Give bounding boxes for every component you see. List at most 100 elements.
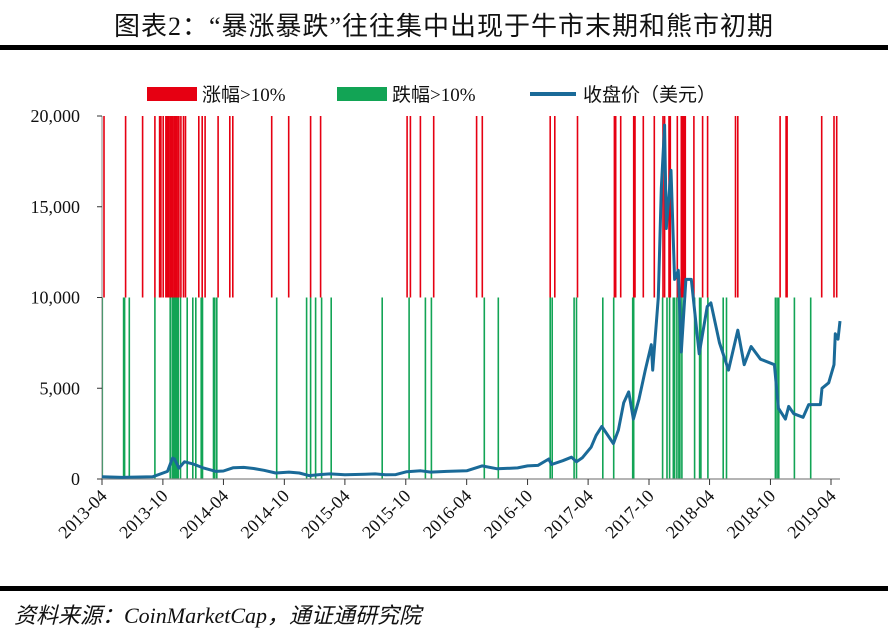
fall-bar bbox=[678, 297, 680, 479]
fall-bar bbox=[602, 297, 604, 479]
fall-bar bbox=[123, 297, 126, 479]
fall-bar bbox=[661, 297, 664, 479]
rise-bar bbox=[549, 116, 551, 298]
rise-bar bbox=[701, 116, 704, 298]
fall-bar bbox=[666, 297, 668, 479]
rise-bar bbox=[786, 116, 788, 298]
fall-bar bbox=[668, 297, 671, 479]
fall-bar bbox=[212, 297, 215, 479]
source-note: 资料来源：CoinMarketCap，通证通研究院 bbox=[14, 603, 421, 628]
top-rule bbox=[0, 45, 888, 50]
rise-bar bbox=[160, 116, 162, 298]
rise-bar bbox=[662, 116, 664, 298]
x-tick-label: 2017-04 bbox=[540, 486, 597, 543]
fall-bar bbox=[497, 297, 500, 479]
fall-bar bbox=[214, 297, 216, 479]
rise-bar bbox=[432, 116, 435, 298]
rise-bar bbox=[613, 116, 616, 298]
rise-bar bbox=[217, 116, 219, 298]
rise-bar bbox=[419, 116, 422, 298]
fall-bar bbox=[172, 297, 174, 479]
rise-bar bbox=[229, 116, 231, 298]
fall-bar bbox=[122, 297, 125, 479]
rise-bar bbox=[174, 116, 176, 298]
fall-bar bbox=[793, 297, 796, 479]
rise-bar bbox=[653, 116, 656, 298]
fall-bar bbox=[192, 297, 194, 479]
rise-bar bbox=[167, 116, 170, 298]
rise-bar bbox=[734, 116, 737, 298]
rise-bar bbox=[642, 116, 645, 298]
fall-bar bbox=[707, 297, 709, 479]
rise-bar bbox=[158, 116, 161, 298]
x-tick-label: 2015-04 bbox=[297, 486, 354, 543]
y-tick-label: 15,000 bbox=[31, 197, 81, 217]
fall-bar bbox=[173, 297, 175, 479]
y-axis: 0 5,000 10,000 15,000 20,000 bbox=[31, 106, 102, 489]
rise-bar bbox=[835, 116, 838, 298]
y-tick-label: 0 bbox=[71, 469, 80, 489]
rise-bars bbox=[103, 116, 838, 298]
rise-bar bbox=[124, 116, 127, 298]
fall-bar bbox=[330, 297, 332, 479]
fall-bar bbox=[632, 297, 635, 479]
fall-bar bbox=[200, 297, 202, 479]
rise-bar bbox=[319, 116, 322, 298]
rise-bar bbox=[706, 116, 709, 298]
rise-bar bbox=[287, 116, 290, 298]
rise-bar bbox=[141, 116, 144, 298]
rise-bar bbox=[683, 116, 686, 298]
fall-bar bbox=[177, 297, 179, 479]
price-line bbox=[101, 123, 842, 479]
y-tick-label: 10,000 bbox=[31, 288, 81, 308]
fall-bar bbox=[631, 297, 634, 479]
rise-bar bbox=[178, 116, 180, 298]
fall-bar bbox=[551, 297, 553, 479]
fall-bar bbox=[722, 297, 724, 479]
fall-bar bbox=[549, 297, 551, 479]
fall-bar bbox=[176, 297, 178, 479]
fall-bar bbox=[778, 297, 780, 479]
fall-bar bbox=[186, 297, 188, 479]
fall-bar bbox=[679, 297, 681, 479]
rise-bar bbox=[614, 116, 617, 298]
rise-bar bbox=[833, 116, 835, 298]
rise-bar bbox=[779, 116, 781, 298]
chart: 涨幅>10% 跌幅>10% 收盘价（美元） 0 5,000 10,000 15,000… bbox=[31, 84, 842, 543]
fall-bar bbox=[700, 297, 702, 479]
fall-bar bbox=[408, 297, 410, 479]
rise-bar bbox=[632, 116, 635, 298]
rise-bar bbox=[103, 116, 105, 298]
fall-bar bbox=[681, 297, 683, 479]
fall-bar bbox=[673, 297, 676, 479]
rise-bar bbox=[684, 116, 687, 298]
fall-bar bbox=[201, 297, 204, 479]
rise-bar bbox=[198, 116, 200, 298]
fall-bar bbox=[275, 297, 278, 479]
fall-bar bbox=[672, 297, 675, 479]
rise-bar bbox=[785, 116, 787, 298]
x-tick-label: 2016-04 bbox=[419, 486, 476, 543]
fall-bar bbox=[169, 297, 171, 479]
y-tick-label: 5,000 bbox=[40, 378, 81, 398]
x-tick-label: 2019-04 bbox=[783, 486, 840, 543]
rise-bar bbox=[171, 116, 174, 298]
fall-bar bbox=[174, 297, 176, 479]
fall-bar bbox=[171, 297, 173, 479]
rise-bar bbox=[204, 116, 206, 298]
legend: 涨幅>10% 跌幅>10% 收盘价（美元） bbox=[147, 84, 716, 106]
x-tick-label: 2014-10 bbox=[237, 486, 294, 543]
rise-bar bbox=[232, 116, 234, 298]
bottom-rule bbox=[0, 586, 888, 591]
fall-bar bbox=[195, 297, 197, 479]
rise-bar bbox=[170, 116, 172, 298]
rise-bar bbox=[173, 116, 175, 298]
fall-bar bbox=[179, 297, 182, 479]
x-tick-label: 2018-04 bbox=[662, 486, 719, 543]
fall-bar bbox=[612, 297, 615, 479]
fall-bar bbox=[314, 297, 317, 479]
fall-bar bbox=[573, 297, 575, 479]
rise-bar bbox=[162, 116, 164, 298]
rise-bar bbox=[693, 116, 695, 298]
fall-bar bbox=[676, 297, 678, 479]
